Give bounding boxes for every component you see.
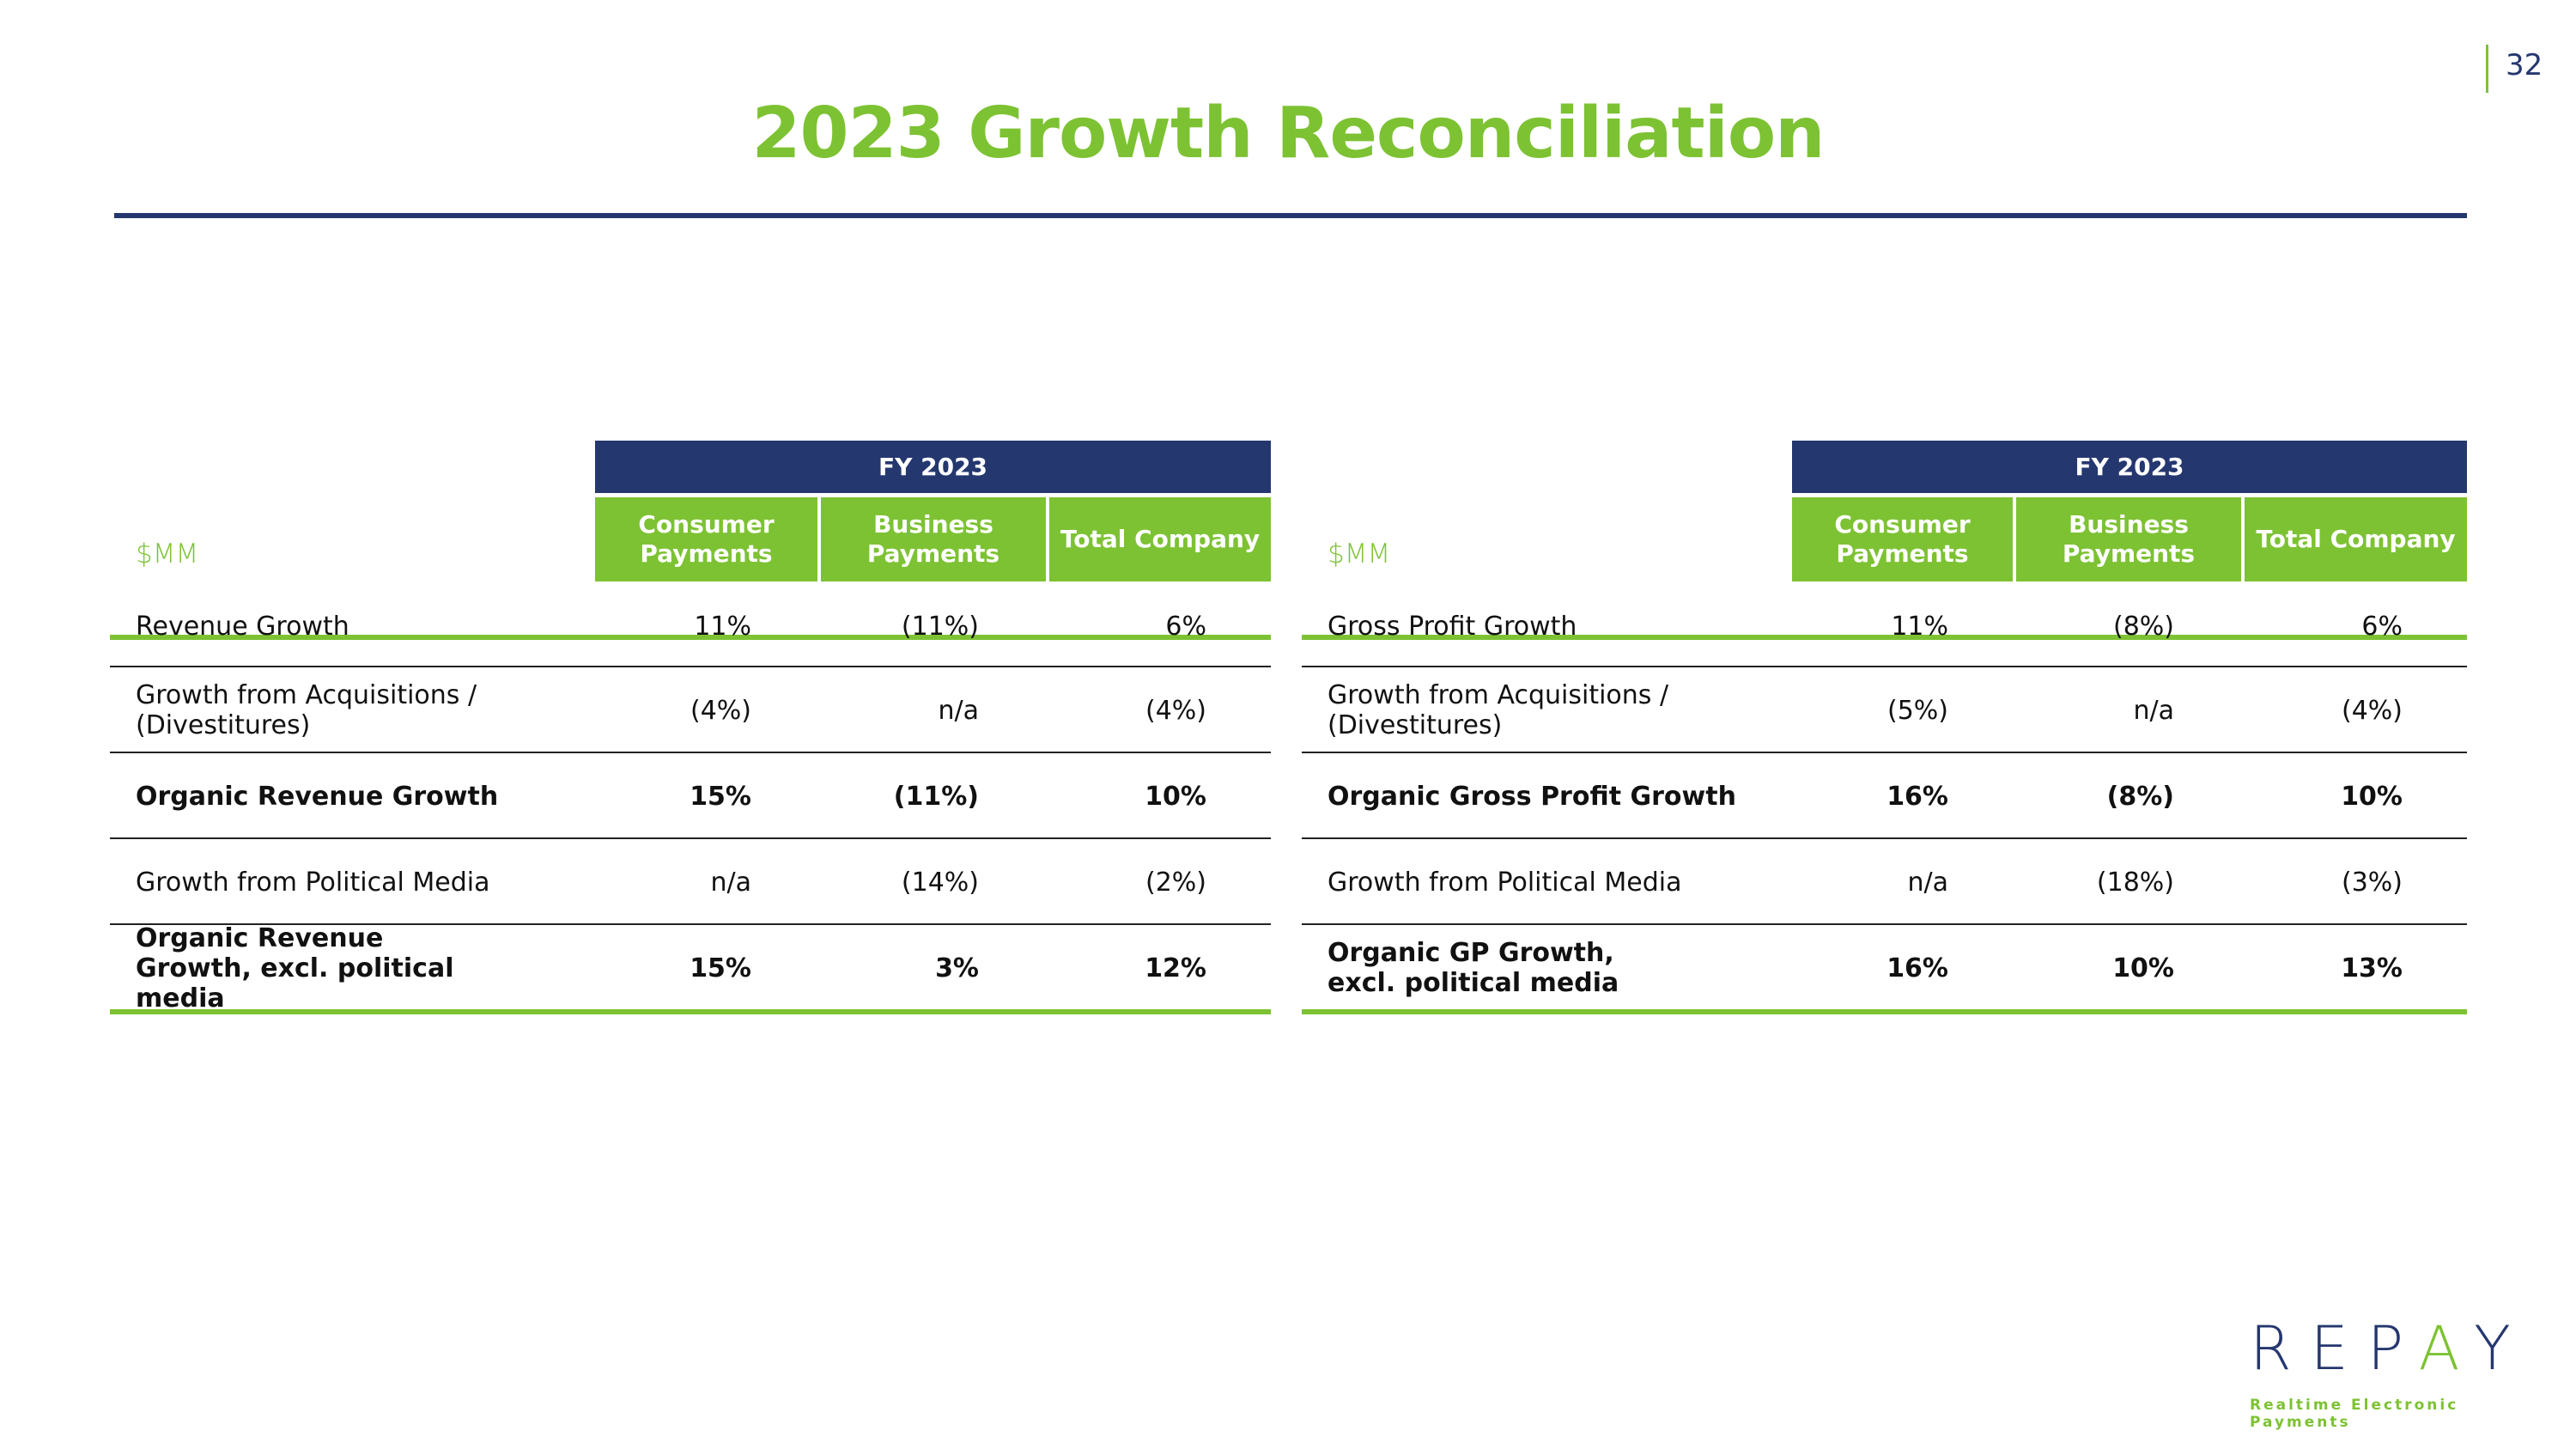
table-row: Organic GP Growth, excl. political media…: [1327, 938, 2403, 998]
col-header-business: Business Payments: [2016, 497, 2241, 581]
gross-profit-growth-table: FY 2023 $MM Consumer Payments Business P…: [1302, 441, 2467, 1016]
logo-wordmark: REPAY: [2250, 1313, 2530, 1384]
col-header-total: Total Company: [2245, 497, 2467, 581]
col-header-consumer: Consumer Payments: [595, 497, 817, 581]
table-row: Gross Profit Growth 11% (8%) 6%: [1302, 583, 2467, 667]
table-bottom-rule: [110, 1009, 1271, 1014]
page-title: 2023 Growth Reconciliation: [751, 93, 1825, 174]
header-underline: [110, 635, 1271, 640]
table-row: Revenue Growth 11% (11%) 6%: [110, 583, 1271, 667]
column-header-row: $MM Consumer Payments Business Payments …: [1302, 497, 2467, 640]
header-underline: [1302, 635, 2467, 640]
logo-tagline: Realtime Electronic Payments: [2250, 1397, 2459, 1431]
table-row: Growth from Political Media n/a (14%) (2…: [110, 839, 1271, 925]
period-header: FY 2023: [1792, 441, 2467, 493]
col-header-business: Business Payments: [821, 497, 1046, 581]
table-row: Growth from Acquisitions / (Divestitures…: [1302, 667, 2467, 753]
column-header-row: $MM Consumer Payments Business Payments …: [110, 497, 1271, 640]
table-bottom-rule: [1302, 1009, 2467, 1014]
repay-logo: REPAY Realtime Electronic Payments: [2250, 1314, 2542, 1431]
unit-label: $MM: [136, 539, 199, 569]
title-divider: [114, 213, 2467, 218]
col-header-consumer: Consumer Payments: [1792, 497, 2013, 581]
table-row: Organic Revenue Growth, excl. political …: [136, 922, 1206, 1014]
col-header-total: Total Company: [1049, 497, 1271, 581]
revenue-growth-table: FY 2023 $MM Consumer Payments Business P…: [110, 441, 1271, 1016]
period-header: FY 2023: [595, 441, 1271, 493]
unit-label: $MM: [1327, 539, 1391, 569]
table-row: Organic Gross Profit Growth 16% (8%) 10%: [1302, 753, 2467, 839]
page-number-divider: [2486, 45, 2488, 93]
table-row: Growth from Acquisitions / (Divestitures…: [110, 667, 1271, 753]
page-number: 32: [2506, 48, 2543, 82]
table-row: Organic Revenue Growth 15% (11%) 10%: [110, 753, 1271, 839]
table-row: Growth from Political Media n/a (18%) (3…: [1302, 839, 2467, 925]
